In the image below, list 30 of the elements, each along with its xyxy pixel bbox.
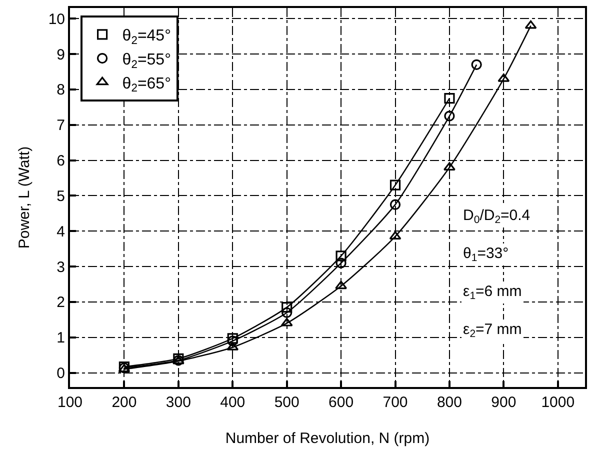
- y-tick-label: 5: [56, 188, 65, 205]
- y-tick-label: 4: [56, 223, 65, 240]
- x-tick-label: 400: [220, 394, 246, 411]
- legend-label: θ$_{2}$=65°: [122, 75, 171, 95]
- y-tick-label: 3: [56, 258, 65, 276]
- y-tick-label: 6: [56, 152, 65, 170]
- y-tick-label: 1: [56, 330, 65, 347]
- y-tick-label: 9: [56, 46, 65, 64]
- y-tick-label: 7: [56, 117, 65, 134]
- annotation: D$_{0}$/D$_{2}$=0.4: [463, 207, 530, 226]
- x-tick-label: 600: [328, 394, 354, 411]
- x-axis-title: Number of Revolution, N (rpm): [225, 430, 430, 447]
- y-tick-label: 8: [56, 82, 65, 99]
- annotation: ε$_{1}$=6 mm: [463, 283, 522, 302]
- y-tick-label: 2: [56, 294, 65, 312]
- x-tick-label: 700: [382, 394, 408, 411]
- x-tick-label: 1000: [541, 394, 575, 411]
- legend-label: θ$_{2}$=45°: [122, 28, 171, 48]
- x-tick-label: 500: [274, 394, 300, 411]
- y-tick-label: 10: [48, 10, 65, 28]
- legend-label: θ$_{2}$=55°: [122, 52, 171, 71]
- y-tick-label: 0: [56, 365, 65, 382]
- x-tick-label: 100: [57, 394, 83, 411]
- x-tick-label: 300: [166, 394, 191, 411]
- x-tick-label: 800: [436, 394, 462, 411]
- y-axis-title: Power, L (Watt): [16, 146, 33, 249]
- annotation: ε$_{2}$=7 mm: [463, 321, 522, 340]
- x-tick-label: 200: [112, 394, 137, 411]
- annotation: θ$_{1}$=33°: [463, 245, 509, 264]
- x-tick-label: 900: [491, 394, 516, 411]
